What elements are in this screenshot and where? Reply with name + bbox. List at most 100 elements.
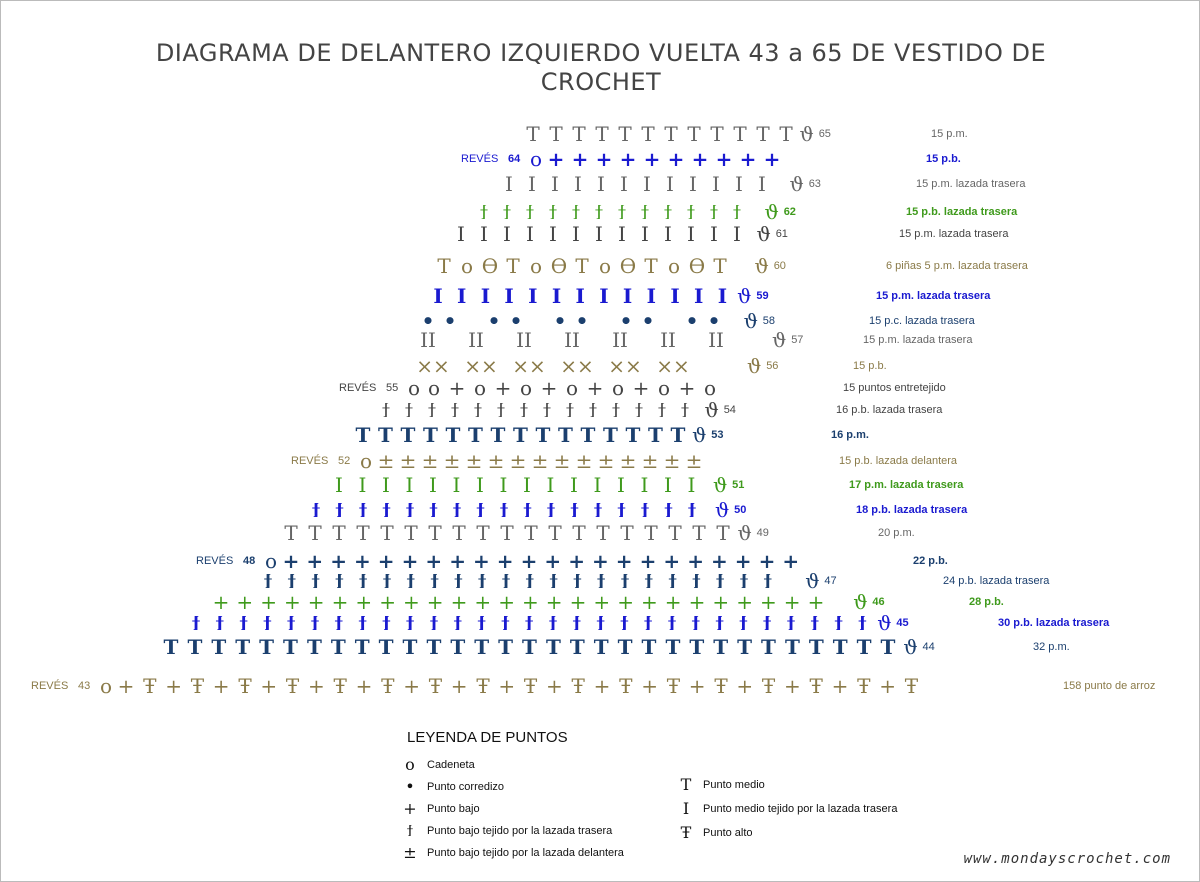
stitch-punto-alto-icon: Ŧ — [619, 674, 633, 698]
stitch-entretejido-icon: o — [565, 376, 579, 400]
stitch-punto-medio-lazada-trasera-icon: I — [733, 222, 741, 246]
stitch-punto-bajo-lazada-trasera-icon: ϯ — [572, 200, 580, 224]
stitch-punto-bajo-lazada-trasera-icon: ϯ — [620, 569, 630, 593]
turning-chain-icon: ϑ — [903, 635, 918, 659]
stitch-punto-medio-icon: T — [500, 521, 514, 545]
turning-chain-icon: ϑ — [789, 172, 804, 196]
stitch-punto-bajo-lazada-trasera-icon: ϯ — [596, 611, 606, 635]
row-number: 59 — [756, 290, 769, 302]
stitch-punto-bajo-lazada-trasera-icon: ϯ — [687, 200, 695, 224]
stitch-punto-bajo-lazada-trasera-icon: ϯ — [477, 611, 487, 635]
stitch-punto-bajo-icon: + — [619, 147, 637, 171]
stitch-punto-medio-lazada-trasera-icon: I — [405, 473, 414, 497]
stitch-punto-medio-icon: T — [689, 635, 705, 659]
row-description: 16 p.b. lazada trasera — [836, 404, 943, 416]
stitch-punto-medio-icon: T — [808, 635, 824, 659]
stitch-punto-bajo-lazada-trasera-icon: ϯ — [262, 611, 272, 635]
row-description: 158 punto de arroz — [1063, 680, 1156, 692]
stitch-punto-medio-lazada-trasera-icon: I — [622, 284, 633, 308]
row-description: 30 p.b. lazada trasera — [998, 617, 1110, 629]
stitch-punto-bajo-lazada-trasera-icon: ϯ — [453, 611, 463, 635]
stitch-punto-bajo-icon: + — [763, 147, 781, 171]
stitch-punto-medio-icon: T — [641, 635, 657, 659]
stitch-punto-bajo-lazada-trasera-icon: ϯ — [691, 611, 701, 635]
stitch-punto-medio-icon: T — [163, 635, 179, 659]
stitch-punto-medio-icon: T — [513, 423, 528, 447]
stitch-punto-bajo-lazada-delantera-icon: ± — [509, 449, 527, 473]
stitch-punto-corredizo-icon: • — [707, 309, 721, 333]
stitch-pina-icon: o — [529, 254, 543, 278]
turning-chain-icon: ϑ — [754, 254, 769, 278]
stitch-punto-de-arroz-icon: + — [260, 674, 278, 698]
turning-chain-icon: o — [529, 147, 543, 171]
stitch-punto-medio-icon: T — [498, 635, 514, 659]
row-description: 15 p.b. — [853, 360, 887, 372]
stitch-punto-de-arroz-icon: + — [165, 674, 182, 698]
stitch-punto-medio-lazada-trasera-icon: I — [433, 284, 443, 308]
stitch-punto-medio-icon: T — [617, 635, 633, 659]
stitch-punto-medio-lazada-trasera-pares-icon: II — [564, 328, 580, 352]
reves-label: REVÉS — [291, 455, 329, 467]
stitch-punto-bajo-lazada-trasera-icon: ϯ — [501, 569, 511, 593]
stitch-punto-bajo-lazada-trasera-icon: ϯ — [739, 569, 749, 593]
stitch-punto-bajo-lazada-trasera-icon: ϯ — [658, 398, 666, 422]
stitch-punto-medio-icon: T — [380, 521, 394, 545]
row-number: 61 — [775, 228, 788, 240]
stitch-punto-alto-icon: Ŧ — [761, 674, 776, 698]
row-description: 15 p.b. lazada trasera — [906, 206, 1018, 218]
stitch-punto-medio-icon: T — [572, 521, 586, 545]
stitch-punto-bajo-lazada-trasera-icon: ϯ — [474, 398, 482, 422]
stitch-punto-medio-icon: T — [400, 423, 416, 447]
reves-label: REVÉS — [339, 382, 377, 394]
stitch-punto-alto-icon: Ŧ — [476, 674, 490, 698]
stitch-punto-medio-icon: T — [880, 635, 896, 659]
stitch-punto-alto-icon: Ŧ — [666, 674, 681, 698]
stitch-punto-medio-lazada-trasera-pares-icon: II — [660, 328, 676, 352]
legend-label: Punto bajo — [427, 802, 480, 815]
stitch-punto-medio-icon: T — [710, 122, 724, 146]
stitch-entretejido-icon: + — [494, 376, 512, 400]
stitch-punto-medio-icon: T — [476, 521, 490, 545]
stitch-punto-bajo-lazada-trasera-icon: ϯ — [710, 200, 718, 224]
stitch-punto-bajo-icon: + — [401, 549, 419, 573]
stitch-punto-de-arroz-icon: + — [308, 674, 325, 698]
stitch-punto-medio-icon: T — [284, 521, 298, 545]
stitch-punto-medio-lazada-trasera-icon: I — [480, 222, 488, 246]
stitch-punto-medio-icon: T — [832, 635, 848, 659]
stitch-pina-icon: o — [460, 254, 474, 278]
stitch-punto-medio-lazada-trasera-icon: I — [687, 222, 695, 246]
stitch-punto-bajo-lazada-trasera-icon: ϯ — [428, 398, 436, 422]
stitch-punto-bajo-lazada-trasera-icon: ϯ — [691, 569, 701, 593]
stitch-punto-de-arroz-icon: + — [593, 674, 611, 698]
stitch-punto-medio-lazada-trasera-icon: I — [476, 473, 484, 497]
stitch-punto-bajo-icon: + — [306, 549, 324, 573]
stitch-punto-bajo-lazada-trasera-icon: ϯ — [569, 498, 580, 522]
stitch-punto-bajo-lazada-trasera-icon: ϯ — [503, 200, 511, 224]
stitch-punto-medio-icon: T — [558, 423, 573, 447]
turning-chain-icon: ϑ — [772, 328, 787, 352]
stitch-pina-icon: Ѳ — [481, 254, 499, 278]
stitch-punto-medio-lazada-trasera-icon: I — [712, 172, 720, 196]
row-description: 32 p.m. — [1033, 641, 1070, 653]
stitch-punto-medio-icon: T — [648, 423, 663, 447]
stitch-punto-de-arroz-icon: + — [355, 674, 373, 698]
stitch-punto-bajo-lazada-trasera-icon: ϯ — [548, 611, 558, 635]
stitch-entretejido-icon: o — [427, 376, 441, 400]
turning-chain-icon: ϑ — [764, 200, 779, 224]
stitch-pina-icon: T — [437, 254, 451, 278]
stitch-punto-bajo-lazada-trasera-icon: ϯ — [453, 569, 463, 593]
stitch-punto-bajo-lazada-trasera-icon: ϯ — [429, 611, 439, 635]
stitch-punto-medio-lazada-trasera-icon: I — [664, 473, 672, 497]
stitch-punto-bajo-lazada-trasera-icon: ϯ — [191, 611, 201, 635]
stitch-punto-medio-icon: T — [522, 635, 537, 659]
stitch-punto-bajo-icon: + — [284, 590, 301, 614]
stitch-punto-bajo-icon: + — [403, 590, 420, 614]
turning-chain-icon: ϑ — [853, 590, 868, 614]
stitch-punto-medio-lazada-trasera-icon: I — [528, 284, 538, 308]
row-description: 15 p.b. — [926, 153, 961, 165]
row-number: 47 — [824, 575, 837, 587]
stitch-punto-bajo-lazada-delantera-icon: ± — [553, 449, 571, 473]
row-number: 65 — [818, 128, 831, 140]
stitch-punto-bajo-lazada-trasera-icon: ϯ — [738, 611, 748, 635]
stitch-punto-medio-lazada-trasera-icon: I — [646, 284, 656, 308]
